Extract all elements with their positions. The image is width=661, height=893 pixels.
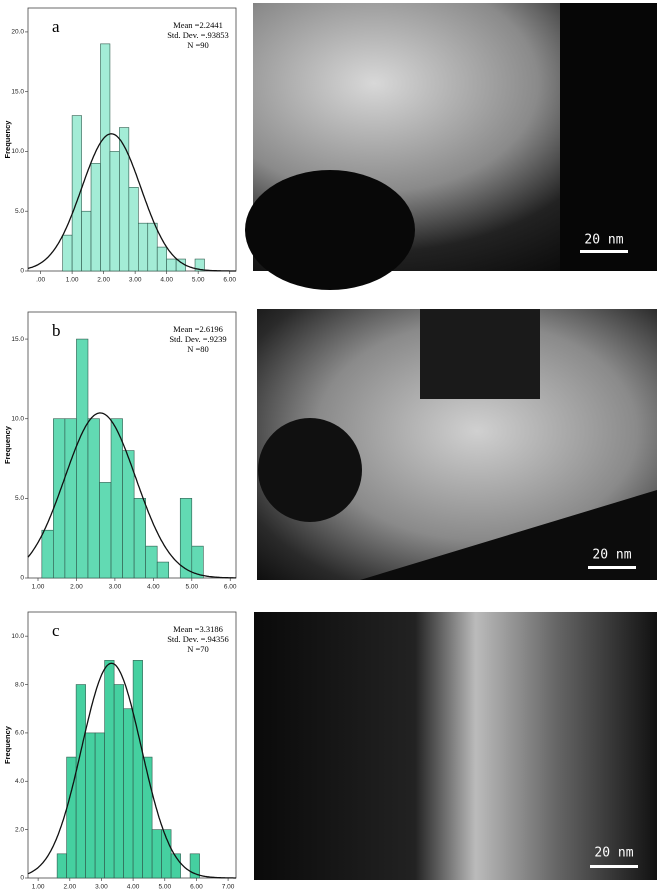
bar — [100, 43, 111, 272]
normal-curve — [27, 412, 236, 579]
scale-bar-label: 20 nm — [594, 846, 633, 861]
y-tick-label: 0 — [20, 875, 24, 882]
stat-text: Mean =2.6196 — [173, 324, 223, 334]
y-tick-label: 10.0 — [11, 633, 24, 640]
y-tick-label: 15.0 — [11, 336, 24, 343]
bar — [76, 338, 89, 579]
bar — [62, 234, 73, 272]
x-tick-label: 3.00 — [95, 884, 108, 891]
y-tick-label: 8.0 — [15, 681, 24, 688]
bar — [142, 756, 153, 879]
bar — [75, 684, 86, 879]
stat-text: N =70 — [187, 644, 209, 654]
bar — [64, 418, 77, 579]
stat-text: Mean =2.2441 — [173, 20, 223, 30]
x-tick-label: 4.00 — [160, 277, 173, 284]
x-tick-label: .00 — [36, 277, 45, 284]
bar — [119, 127, 130, 272]
scale-bar-label: 20 nm — [592, 548, 631, 563]
x-tick-label: 6.00 — [224, 584, 237, 591]
x-tick-label: 7.00 — [222, 884, 235, 891]
x-tick-label: 2.00 — [97, 277, 110, 284]
bar — [123, 708, 134, 879]
bar — [166, 258, 177, 272]
bar — [85, 732, 96, 879]
stat-text: N =90 — [187, 40, 209, 50]
panel-label: b — [52, 321, 61, 340]
y-axis-label: Frequency — [3, 120, 12, 159]
normal-curve — [27, 662, 236, 879]
x-tick-label: 5.00 — [192, 277, 205, 284]
x-tick-label: 1.00 — [66, 277, 79, 284]
bar — [156, 246, 167, 272]
bar — [71, 115, 82, 272]
panel-label: c — [52, 621, 60, 640]
bar — [104, 660, 115, 879]
y-tick-label: 10.0 — [11, 415, 24, 422]
stat-text: Std. Dev. =.9239 — [169, 334, 226, 344]
bar — [138, 222, 149, 272]
x-tick-label: 2.00 — [63, 884, 76, 891]
bar — [147, 222, 158, 272]
x-tick-label: 5.00 — [185, 584, 198, 591]
y-axis-label: Frequency — [3, 425, 12, 464]
y-tick-label: 5.0 — [15, 208, 24, 215]
stat-text: Std. Dev. =.94356 — [167, 634, 229, 644]
bar — [151, 829, 162, 879]
bar — [53, 418, 66, 579]
bar — [99, 482, 112, 579]
stat-text: Std. Dev. =.93853 — [167, 30, 229, 40]
x-tick-label: 5.00 — [158, 884, 171, 891]
panel-label: a — [52, 17, 60, 36]
bar — [133, 498, 146, 579]
bar — [179, 498, 193, 579]
bar — [189, 853, 200, 879]
bar — [94, 732, 105, 879]
y-tick-label: 6.0 — [15, 730, 24, 737]
y-tick-label: 15.0 — [11, 88, 24, 95]
tem-image: 20 nm — [245, 3, 657, 290]
stat-text: N =80 — [187, 344, 209, 354]
x-tick-label: 3.00 — [129, 277, 142, 284]
x-tick-label: 2.00 — [70, 584, 83, 591]
x-tick-label: 1.00 — [32, 884, 45, 891]
bar — [56, 853, 67, 879]
bar — [81, 210, 92, 272]
y-axis-label: Frequency — [3, 725, 12, 764]
bar — [145, 545, 158, 579]
x-tick-label: 3.00 — [109, 584, 122, 591]
y-tick-label: 4.0 — [15, 778, 24, 785]
bar — [132, 660, 143, 879]
bar — [128, 187, 139, 272]
y-tick-label: 0 — [20, 575, 24, 582]
y-tick-label: 2.0 — [15, 826, 24, 833]
x-tick-label: 1.00 — [32, 584, 45, 591]
bar — [191, 545, 204, 579]
bar — [156, 561, 170, 579]
bar — [170, 853, 181, 879]
scale-bar-label: 20 nm — [584, 233, 623, 248]
bar — [113, 684, 124, 879]
y-tick-label: 0 — [20, 268, 24, 275]
x-tick-label: 4.00 — [147, 584, 160, 591]
y-tick-label: 10.0 — [11, 148, 24, 155]
bar — [90, 163, 101, 272]
x-tick-label: 6.00 — [223, 277, 236, 284]
bar — [87, 418, 100, 579]
y-tick-label: 5.0 — [15, 495, 24, 502]
bar — [109, 151, 120, 272]
bar — [41, 529, 54, 579]
bar — [110, 418, 123, 579]
bar — [194, 258, 205, 272]
stat-text: Mean =3.3186 — [173, 624, 223, 634]
y-tick-label: 20.0 — [11, 29, 24, 36]
x-tick-label: 4.00 — [127, 884, 140, 891]
tem-image: 20 nm — [257, 309, 657, 580]
tem-image: 20 nm — [254, 612, 657, 880]
x-tick-label: 6.00 — [190, 884, 203, 891]
normal-curve — [27, 133, 236, 272]
